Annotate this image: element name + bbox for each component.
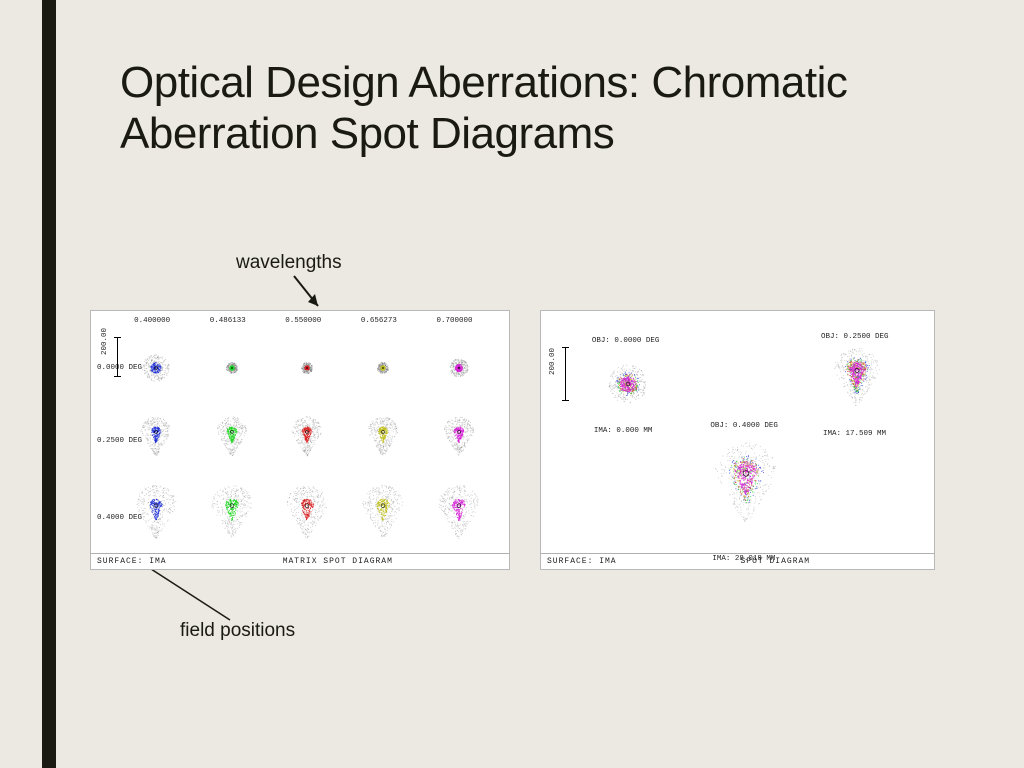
obj-label: OBJ: 0.4000 DEG — [710, 422, 778, 430]
spot — [223, 357, 241, 378]
wavelength-label: 0.486133 — [210, 317, 246, 325]
spot — [374, 357, 392, 378]
annotation-wavelengths: wavelengths — [236, 252, 342, 274]
scale-label-left: 200.00 — [101, 328, 109, 355]
spot — [353, 484, 413, 552]
panel-title-left: MATRIX SPOT DIAGRAM — [167, 557, 509, 566]
wavelength-label: 0.656273 — [361, 317, 397, 325]
wavelength-label: 0.400000 — [134, 317, 170, 325]
slide-accent-bar — [42, 0, 56, 768]
spot — [126, 484, 186, 552]
spot — [298, 357, 316, 378]
scale-bar-left — [117, 337, 118, 377]
scale-label-right: 200.00 — [549, 348, 557, 375]
polychromatic-spot — [824, 347, 890, 423]
spot — [135, 343, 178, 392]
panel-footer-left: SURFACE: IMA MATRIX SPOT DIAGRAM — [91, 553, 509, 569]
spot — [429, 484, 489, 552]
wavelength-label: 0.700000 — [437, 317, 473, 325]
ima-label: IMA: 0.000 MM — [594, 427, 653, 435]
surface-label-left: SURFACE: IMA — [91, 557, 167, 566]
matrix-spot-diagram-panel: SURFACE: IMA MATRIX SPOT DIAGRAM 0.40000… — [90, 310, 510, 570]
scale-bar-right — [565, 347, 566, 401]
slide-title: Optical Design Aberrations: Chromatic Ab… — [120, 58, 880, 159]
spot — [202, 484, 262, 552]
spot — [210, 416, 254, 467]
spot — [361, 416, 405, 467]
spot — [444, 351, 473, 385]
obj-label: OBJ: 0.0000 DEG — [592, 337, 660, 345]
wavelength-label: 0.550000 — [285, 317, 321, 325]
obj-label: OBJ: 0.2500 DEG — [821, 333, 889, 341]
spot — [436, 416, 480, 467]
spot — [277, 484, 337, 552]
ima-label: IMA: 28.018 MM — [712, 555, 775, 563]
ima-label: IMA: 17.509 MM — [823, 430, 886, 438]
spot — [285, 416, 329, 467]
polychromatic-spot — [701, 440, 792, 544]
polychromatic-spot — [597, 349, 658, 419]
spot — [134, 416, 178, 467]
spot-diagram-panel: SURFACE: IMA SPOT DIAGRAM 200.00OBJ: 0.0… — [540, 310, 935, 570]
surface-label-right: SURFACE: IMA — [541, 557, 617, 566]
